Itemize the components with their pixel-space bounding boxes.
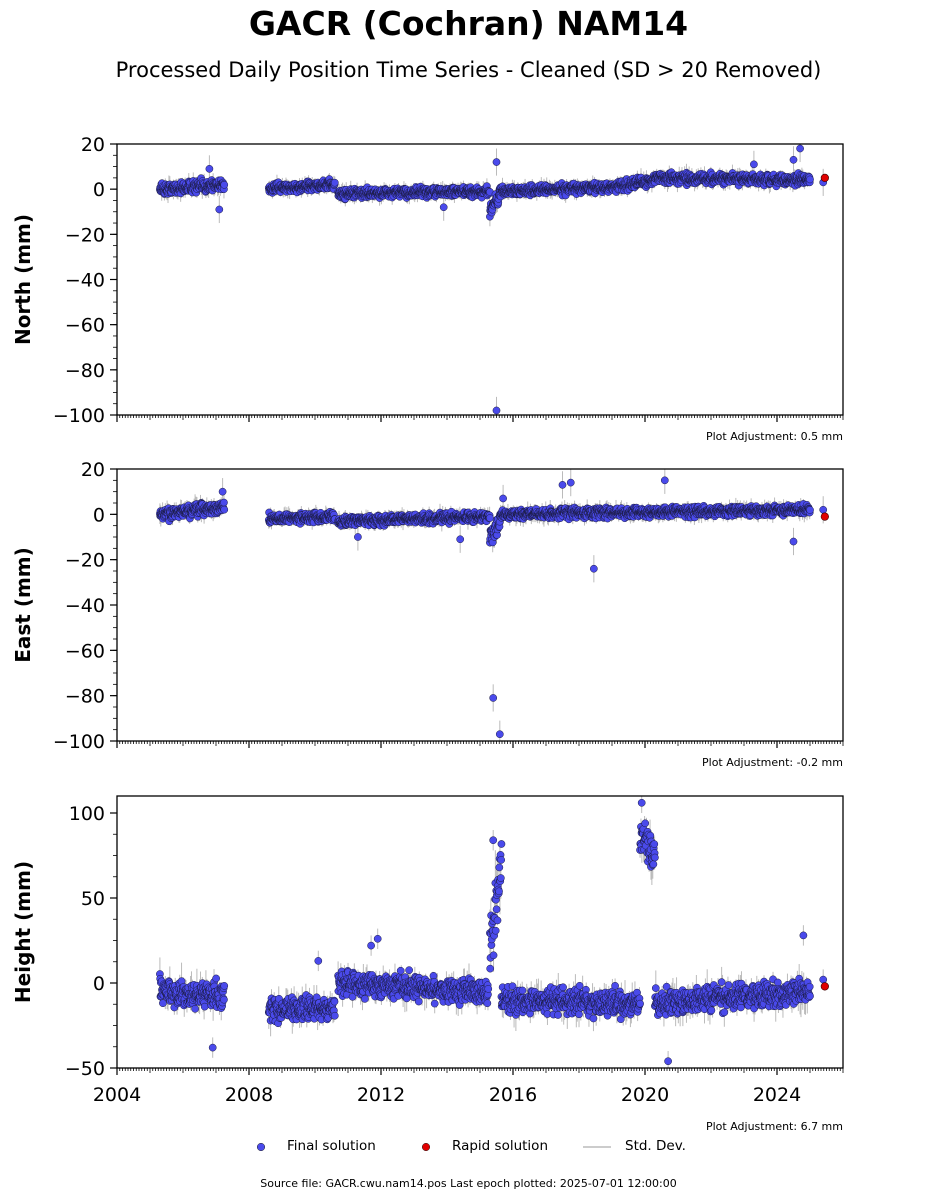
plot-adjustment-note: Plot Adjustment: 0.5 mm <box>706 430 843 443</box>
final-solution-point <box>439 203 448 212</box>
y-tick-label: −20 <box>65 224 105 246</box>
y-tick-label: −60 <box>65 315 105 337</box>
final-solution-point <box>492 158 501 166</box>
final-solution-point <box>789 155 798 164</box>
final-solution-point <box>215 205 224 214</box>
final-solution-point <box>492 406 501 415</box>
panel-north: 20 0 −20 −40 −60 −80 −100 North (mm) Plot Adjust… <box>11 134 844 443</box>
final-solution-point <box>796 144 804 153</box>
final-solution-points <box>156 144 828 415</box>
y-tick-label: 20 <box>81 134 105 156</box>
chart-title: GACR (Cochran) NAM14 <box>248 4 689 43</box>
final-solution-point <box>220 505 229 514</box>
y-tick-label: −100 <box>53 405 105 427</box>
final-solution-point <box>486 514 494 522</box>
y-axis-label: North (mm) <box>11 214 35 345</box>
final-solution-point <box>220 180 229 189</box>
final-solution-point <box>806 175 814 184</box>
y-tick-label: −80 <box>65 360 105 382</box>
final-solution-point <box>330 178 339 187</box>
final-solution-point <box>220 498 228 507</box>
y-tick-label: 0 <box>93 179 105 201</box>
rapid-solution-point <box>820 173 829 182</box>
chart-subtitle: Processed Daily Position Time Series - C… <box>115 58 822 82</box>
y-tick-label: −40 <box>65 270 105 292</box>
final-solution-points <box>156 476 828 739</box>
final-solution-point <box>205 164 214 173</box>
final-solution-point <box>750 160 758 169</box>
